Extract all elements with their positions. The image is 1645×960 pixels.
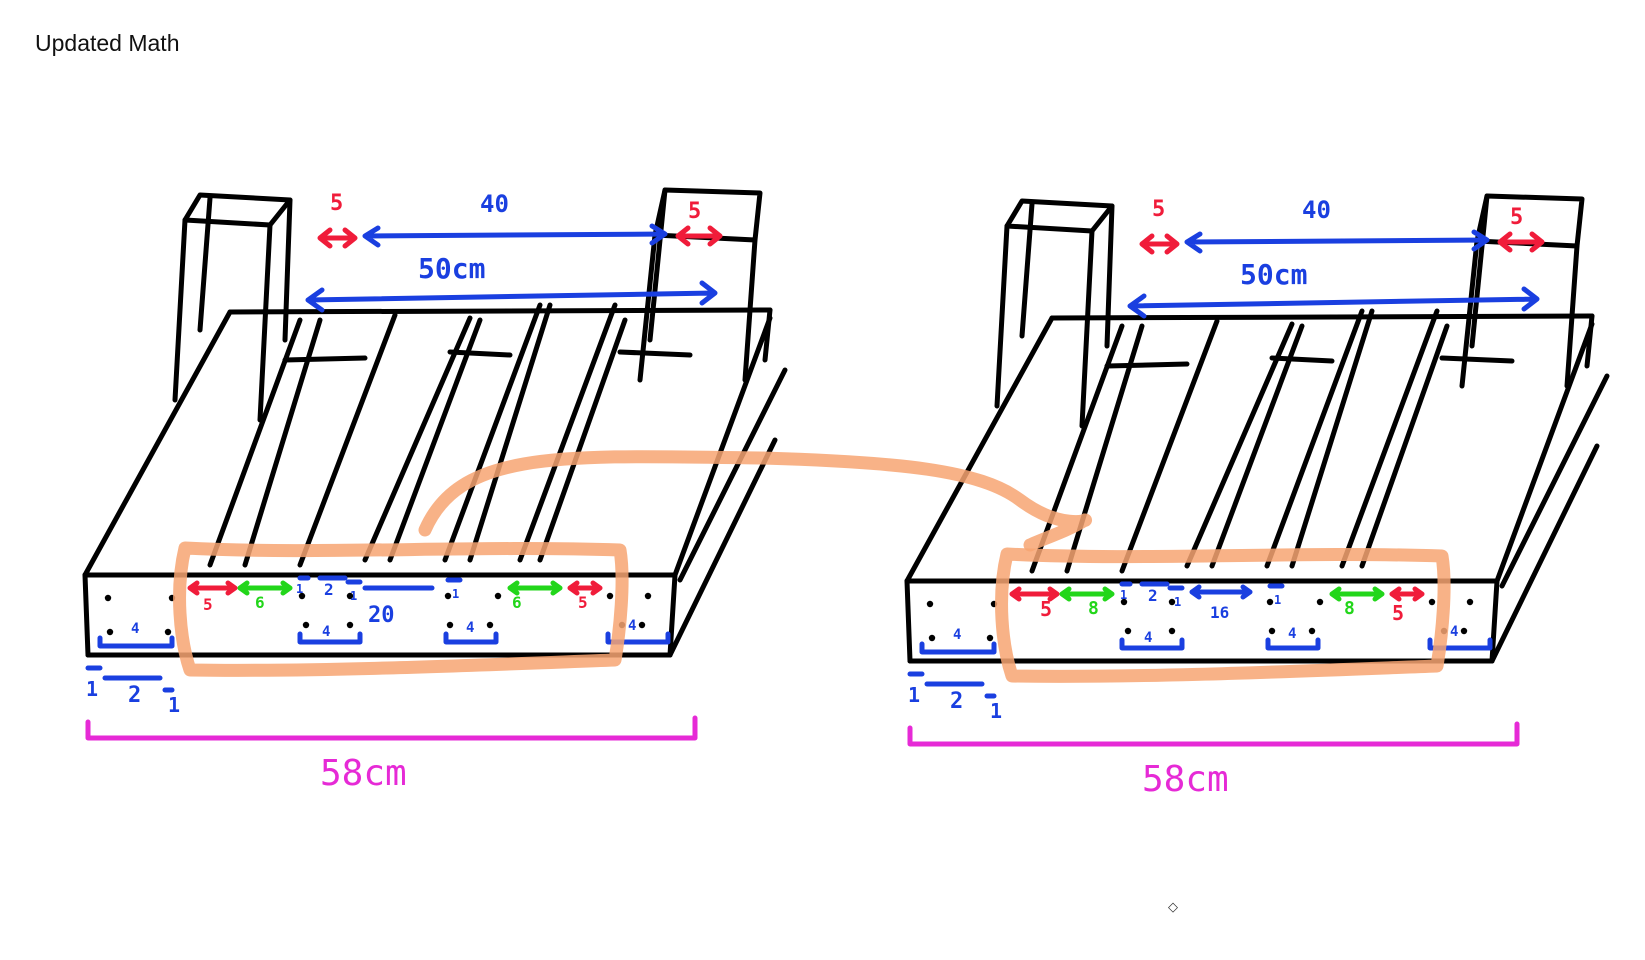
right-pallet-sketch bbox=[907, 196, 1607, 744]
right-front-one-c-label: 1 bbox=[1274, 593, 1281, 607]
left-top-gap-right-label: 5 bbox=[688, 199, 701, 224]
left-front-gap-left-label: 5 bbox=[203, 595, 213, 614]
right-block-2-label: 4 bbox=[1144, 630, 1152, 646]
left-total-width-label: 58cm bbox=[320, 753, 407, 794]
right-front-center-label: 16 bbox=[1210, 603, 1229, 622]
right-front-gap-left-label: 5 bbox=[1040, 597, 1052, 621]
left-front-green-right-label: 6 bbox=[512, 593, 522, 612]
left-front-gap-right-label: 5 bbox=[578, 593, 588, 612]
left-top-outer-span-label: 50cm bbox=[418, 252, 485, 285]
page-title: Updated Math bbox=[35, 30, 180, 56]
right-front-one-b-label: 1 bbox=[1174, 595, 1181, 609]
right-front-green-left-label: 8 bbox=[1088, 598, 1099, 619]
right-top-outer-span-label: 50cm bbox=[1240, 258, 1307, 291]
left-front-two-label: 2 bbox=[324, 580, 334, 599]
left-block-2-label: 4 bbox=[322, 624, 330, 640]
left-front-green-left-label: 6 bbox=[255, 593, 265, 612]
left-block-1-label: 4 bbox=[131, 621, 139, 637]
right-slat-one-a-label: 1 bbox=[908, 683, 920, 707]
right-top-gap-right-label: 5 bbox=[1510, 205, 1523, 230]
right-slat-two-label: 2 bbox=[950, 689, 963, 714]
right-front-one-a-label: 1 bbox=[1120, 588, 1127, 602]
right-block-1-label: 4 bbox=[953, 627, 961, 643]
left-front-one-a-label: 1 bbox=[296, 582, 303, 596]
cursor-mark-icon: ◇ bbox=[1168, 900, 1178, 915]
right-slat-one-b-label: 1 bbox=[990, 699, 1002, 723]
right-total-width-label: 58cm bbox=[1142, 759, 1229, 800]
left-top-gap-label: 5 bbox=[330, 191, 343, 216]
right-block-3-label: 4 bbox=[1288, 626, 1296, 642]
right-block-4-label: 4 bbox=[1450, 624, 1458, 640]
left-slat-two-label: 2 bbox=[128, 683, 141, 708]
right-top-gap-label: 5 bbox=[1152, 197, 1165, 222]
right-front-gap-right-label: 5 bbox=[1392, 601, 1404, 625]
left-block-4-label: 4 bbox=[628, 618, 636, 634]
right-top-inner-span-label: 40 bbox=[1302, 196, 1331, 224]
left-top-inner-span-label: 40 bbox=[480, 190, 509, 218]
right-front-two-label: 2 bbox=[1148, 586, 1158, 605]
highlight-connector bbox=[418, 450, 1092, 552]
left-slat-one-b-label: 1 bbox=[168, 693, 180, 717]
left-pallet-sketch bbox=[85, 190, 785, 738]
left-slat-one-a-label: 1 bbox=[86, 677, 98, 701]
left-front-one-b-label: 1 bbox=[350, 589, 357, 603]
left-block-3-label: 4 bbox=[466, 620, 474, 636]
right-front-green-right-label: 8 bbox=[1344, 598, 1355, 619]
left-front-one-c-label: 1 bbox=[452, 587, 459, 601]
left-front-center-label: 20 bbox=[368, 603, 395, 628]
